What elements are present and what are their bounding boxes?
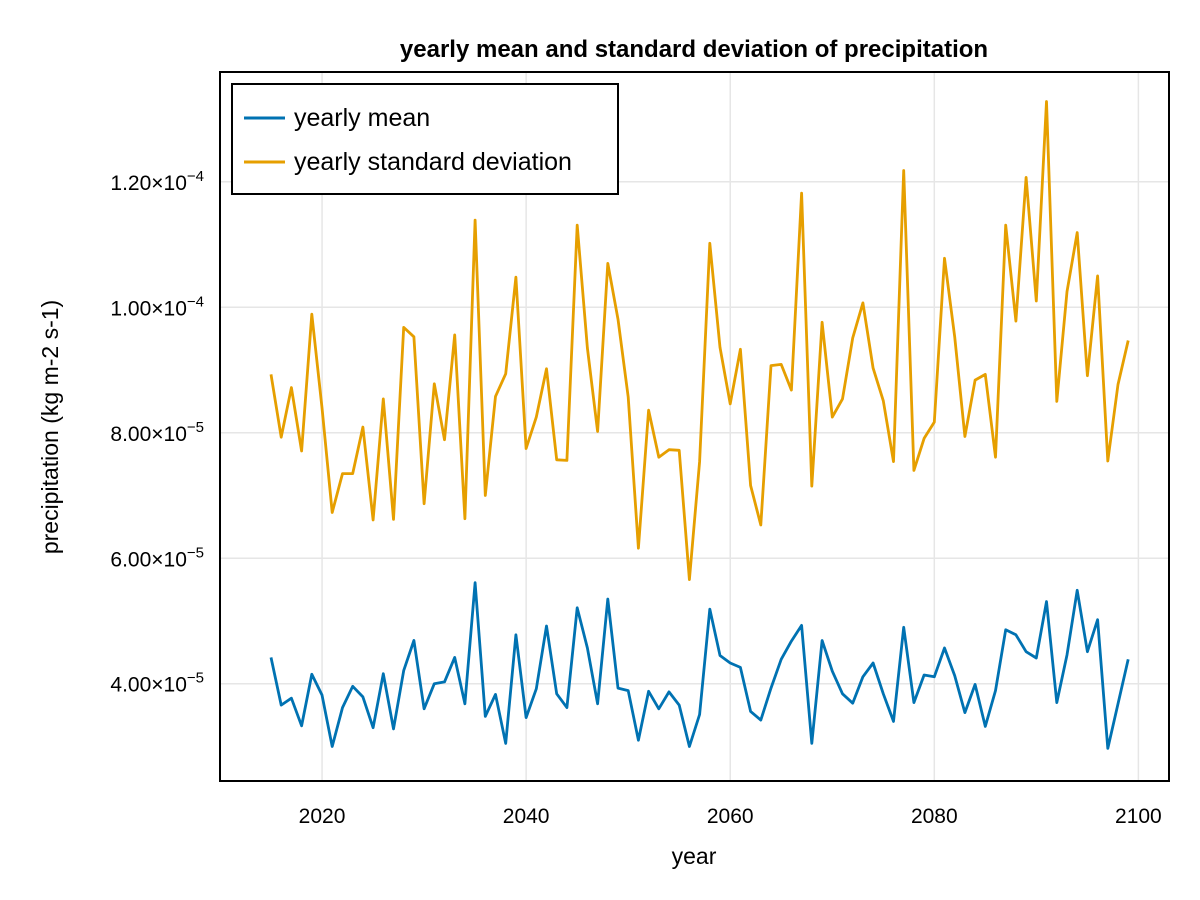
legend-label-yearly-standard-deviation: yearly standard deviation <box>294 148 572 176</box>
legend: yearly mean yearly standard deviation <box>231 83 619 195</box>
chart-title: yearly mean and standard deviation of pr… <box>400 36 988 63</box>
series-lines <box>269 100 1130 750</box>
plot-frame <box>219 71 1170 782</box>
y-tick-label: 8.00×10−5 <box>110 419 204 446</box>
series-line-yearly-standard-deviation <box>269 100 1130 581</box>
y-tick-label: 4.00×10−5 <box>110 670 204 697</box>
x-tick-label: 2040 <box>503 805 550 828</box>
legend-label-yearly-mean: yearly mean <box>294 104 430 132</box>
x-tick-label: 2060 <box>707 805 754 828</box>
y-tick-label: 6.00×10−5 <box>110 544 204 571</box>
x-tick-label: 2100 <box>1115 805 1162 828</box>
y-axis-label: precipitation (kg m-2 s-1) <box>37 300 63 554</box>
y-tick-label: 1.00×10−4 <box>110 293 204 320</box>
x-axis-ticks: 2020 2040 2060 2080 2100 <box>299 805 1162 828</box>
x-tick-label: 2020 <box>299 805 346 828</box>
series-line-yearly-mean <box>269 581 1130 750</box>
x-axis-label: year <box>672 843 717 869</box>
y-tick-label: 1.20×10−4 <box>110 168 204 195</box>
legend-box <box>231 83 619 195</box>
y-axis-ticks: 4.00×10−5 6.00×10−5 8.00×10−5 1.00×10−4 1.20… <box>110 168 204 697</box>
x-tick-label: 2080 <box>911 805 958 828</box>
